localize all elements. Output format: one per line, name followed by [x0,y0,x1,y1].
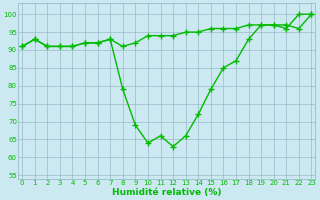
X-axis label: Humidité relative (%): Humidité relative (%) [112,188,221,197]
